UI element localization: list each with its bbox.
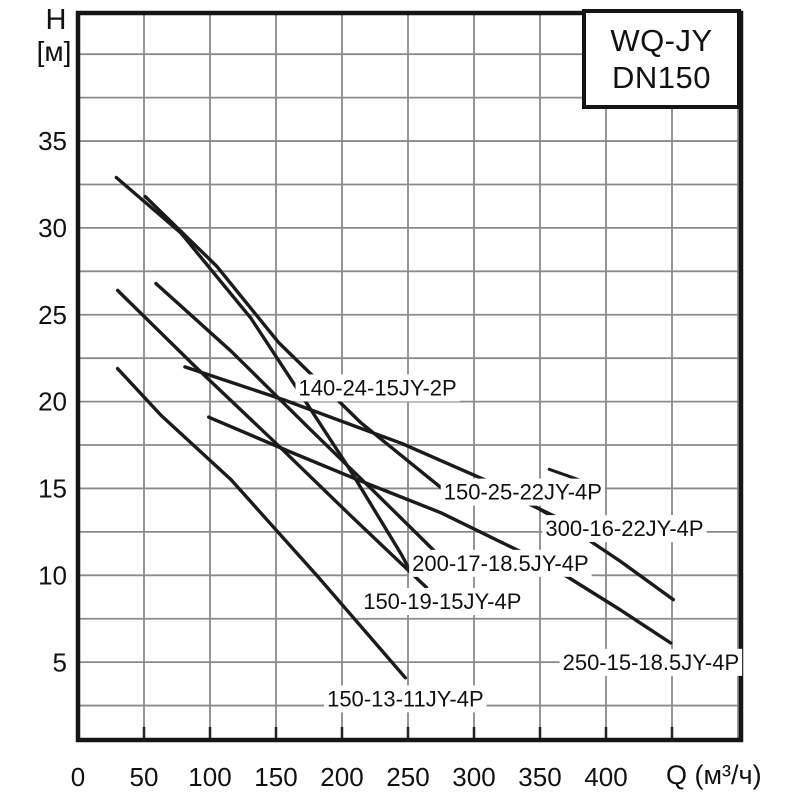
y-tick-label: 35 [38, 126, 67, 156]
y-axis-title: H [45, 4, 67, 36]
y-tick-label: 15 [38, 474, 67, 504]
pump-curve-250-15-18.5JY-4P [207, 415, 673, 645]
x-tick-label: 150 [254, 762, 297, 792]
curve-label-group: 150-19-15JY-4P [360, 588, 525, 616]
x-tick-label: 0 [71, 762, 85, 792]
y-tick-label: 30 [38, 213, 67, 243]
curve-label-group: 250-15-18.5JY-4P [559, 648, 743, 676]
y-tick-label: 10 [38, 560, 67, 590]
curve-label-140-24-15JY-2P: 140-24-15JY-2P [299, 375, 457, 400]
pump-curve-150-25-22JY-4P [143, 194, 448, 494]
curve-label-bg [440, 478, 605, 506]
curve-label-bg [542, 515, 707, 543]
curve-label-group: 200-17-18.5JY-4P [409, 549, 592, 577]
model-series-box: WQ-JY DN150 [582, 9, 741, 109]
x-tick-marks [142, 727, 674, 738]
curve-label-group: 150-13-11JY-4P [324, 685, 487, 713]
x-tick-label: 350 [518, 762, 561, 792]
y-axis-unit: [м] [36, 36, 72, 67]
curve-label-bg [295, 374, 460, 402]
model-series-line1: WQ-JY [610, 23, 713, 58]
pump-curve-150-19-15JY-4P [115, 288, 429, 590]
y-tick-label: 25 [38, 300, 67, 330]
curve-label-bg [360, 588, 525, 616]
curve-labels: 140-24-15JY-2P 150-25-22JY-4P 300-16-22JY-… [295, 374, 743, 713]
x-tick-label: 50 [130, 762, 159, 792]
curve-label-150-13-11JY-4P: 150-13-11JY-4P [327, 686, 484, 711]
curve-label-200-17-18.5JY-4P: 200-17-18.5JY-4P [412, 551, 589, 576]
curve-label-bg [559, 648, 743, 676]
x-tick-label: 200 [320, 762, 363, 792]
curve-label-group: 150-25-22JY-4P [440, 478, 605, 506]
x-tick-label: 100 [188, 762, 231, 792]
model-series-line2: DN150 [612, 60, 711, 95]
y-tick-label: 20 [38, 387, 67, 417]
pump-curve-150-13-11JY-4P [115, 366, 408, 680]
curve-label-group: 140-24-15JY-2P [295, 374, 460, 402]
curve-label-bg [324, 685, 487, 713]
plot-border [75, 10, 744, 743]
x-axis-title: Q (м³/ч) [666, 760, 762, 790]
x-tick-label: 250 [386, 762, 429, 792]
curve-label-150-19-15JY-4P: 150-19-15JY-4P [363, 589, 521, 614]
curve-label-bg [409, 549, 592, 577]
pump-curve-200-17-18.5JY-4P [154, 281, 437, 553]
curve-label-150-25-22JY-4P: 150-25-22JY-4P [444, 480, 602, 505]
x-tick-label: 400 [584, 762, 627, 792]
curve-label-300-16-22JY-4P: 300-16-22JY-4P [545, 516, 703, 541]
y-tick-label: 5 [53, 647, 67, 677]
x-tick-label: 300 [452, 762, 495, 792]
curve-label-group: 300-16-22JY-4P [542, 515, 707, 543]
curve-label-250-15-18.5JY-4P: 250-15-18.5JY-4P [563, 650, 740, 675]
